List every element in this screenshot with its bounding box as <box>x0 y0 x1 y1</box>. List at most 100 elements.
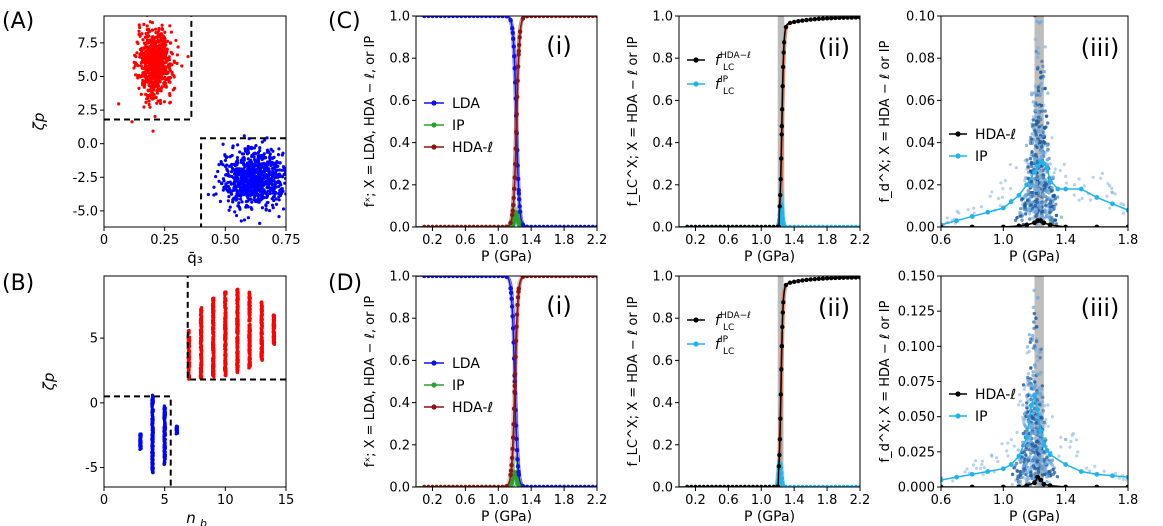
series-lda-marker <box>524 484 530 487</box>
scatter-point-hda <box>175 53 179 57</box>
trajectory-point <box>1031 370 1035 374</box>
series-hda-marker <box>857 16 860 20</box>
scatter-point-hda <box>211 331 215 335</box>
y-tick-label: 1.0 <box>389 270 410 285</box>
scatter-point-hda <box>259 352 263 356</box>
series-hda-marker <box>516 289 521 294</box>
scatter-point-lda <box>252 146 256 150</box>
scatter-point-lda <box>162 415 167 419</box>
scatter-point-lda <box>258 188 262 192</box>
scatter-point-lda <box>276 152 281 157</box>
trajectory-point <box>1038 150 1042 154</box>
trajectory-lda <box>416 276 597 487</box>
scatter-point-hda <box>143 79 148 83</box>
scatter-point-hda <box>141 78 145 83</box>
scatter-point-hda <box>224 330 228 334</box>
series-lda-marker <box>510 314 515 319</box>
series-lda-marker <box>487 16 493 19</box>
series-hda-marker <box>557 276 563 279</box>
scatter-point-hda <box>247 301 251 306</box>
scatter-point-lda <box>290 169 293 172</box>
series-lda-marker <box>537 224 542 227</box>
scatter-point-hda <box>135 40 139 44</box>
series-hda-marker <box>511 421 516 427</box>
series-hda-marker <box>528 276 534 279</box>
series-hda-marker <box>545 276 550 279</box>
series-hda-marker <box>829 276 834 281</box>
series-lda-marker <box>586 224 591 227</box>
series-hda-marker <box>578 16 583 19</box>
scatter-point-hda <box>152 79 157 84</box>
scatter-point-hda <box>259 304 263 308</box>
x-axis-label: P (GPa) <box>744 509 795 525</box>
series-ip-marker <box>800 484 805 487</box>
scatter-point-lda <box>246 205 250 209</box>
series-hda-marker <box>509 462 514 468</box>
scatter-point-hda <box>151 73 156 77</box>
scatter-point-lda <box>228 205 232 209</box>
series-ip-marker <box>1055 186 1061 192</box>
trajectory-point <box>1037 386 1041 390</box>
series-hda-marker <box>941 224 944 227</box>
series-hda-marker <box>771 484 776 487</box>
trajectory-point <box>1030 132 1034 136</box>
series-hda-marker <box>504 224 509 227</box>
y-axis-label: f_LC^X; X = HDA − ℓ or IP <box>626 296 641 466</box>
trajectory-point <box>1038 92 1042 96</box>
scatter-point-lda <box>273 192 277 196</box>
series-lda-marker <box>500 16 505 19</box>
series-lda-marker <box>442 276 447 279</box>
series-hda-marker <box>514 129 519 134</box>
scatter-point-hda <box>235 367 239 371</box>
series-hda-marker <box>570 16 575 19</box>
scatter-point-lda <box>150 447 154 451</box>
trajectory-point <box>1033 130 1037 134</box>
plot-area <box>104 276 286 487</box>
x-tick-label: 1.8 <box>554 493 575 508</box>
scatter-point-hda <box>199 373 203 377</box>
series-hda-marker <box>796 278 801 284</box>
trajectory-point <box>1040 59 1044 64</box>
legend-subscript: LC <box>723 63 734 73</box>
trajectory-point <box>1031 123 1035 127</box>
trajectory-ip <box>679 466 860 487</box>
series-hda-marker <box>500 224 505 227</box>
scatter-point-hda <box>235 338 240 343</box>
scatter-point-hda <box>211 308 215 312</box>
series-lda-marker <box>430 276 435 279</box>
series-hda-marker <box>730 484 735 487</box>
series-lda-marker <box>422 16 427 19</box>
scatter-point-hda <box>260 331 264 335</box>
trajectory-point <box>1023 176 1028 180</box>
trajectory-point <box>1055 195 1060 199</box>
scatter-point-lda <box>275 159 279 164</box>
series-lda-marker <box>517 209 523 214</box>
subpanel-tag: (ii) <box>818 34 850 62</box>
trajectory-point <box>1050 185 1054 190</box>
scatter-point-hda <box>148 63 152 67</box>
scatter-point-lda <box>296 179 299 182</box>
plot-area <box>679 276 860 487</box>
scatter-point-hda <box>212 302 216 306</box>
scatter-point-lda <box>151 470 155 474</box>
trajectory-point <box>1037 84 1041 88</box>
scatter-point-hda <box>144 58 148 62</box>
trajectory-point <box>1054 213 1059 218</box>
y-tick-label: 0.02 <box>906 178 935 193</box>
scatter-point-hda <box>142 22 146 27</box>
trajectory-point <box>1042 140 1046 144</box>
trajectory-point <box>990 190 994 194</box>
trajectory-point <box>1043 109 1047 113</box>
scatter-point-hda <box>149 84 153 89</box>
series-hda-marker <box>553 276 559 279</box>
trajectory-point <box>1031 118 1035 122</box>
scatter-point-lda <box>225 167 229 171</box>
legend-marker <box>693 317 699 323</box>
trajectory-point <box>1025 161 1029 165</box>
scatter-point-hda <box>132 66 136 70</box>
scatter-point-lda <box>274 202 279 206</box>
trajectory-point <box>1121 211 1126 215</box>
scatter-point-lda <box>254 192 258 196</box>
series-hda-marker <box>438 224 443 227</box>
trajectory-point <box>1033 8 1036 11</box>
